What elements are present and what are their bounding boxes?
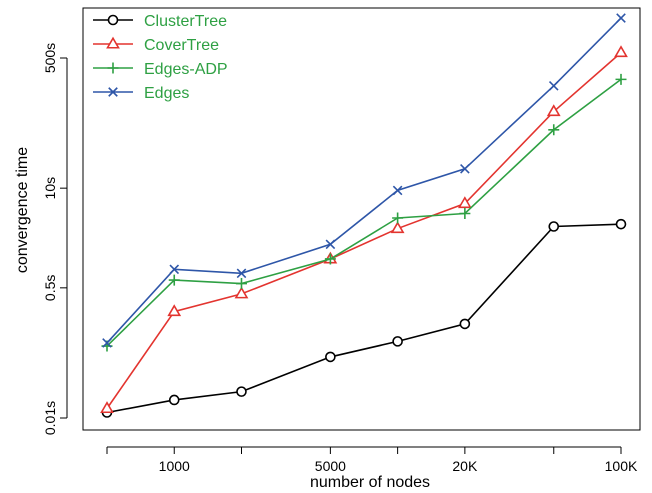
- data-point: [325, 351, 336, 363]
- data-point: [615, 73, 627, 85]
- data-point: [459, 207, 471, 219]
- data-point: [168, 274, 180, 286]
- legend-entry: Edges: [93, 85, 189, 102]
- y-axis-title: convergence time: [14, 147, 31, 273]
- data-point: [169, 264, 180, 275]
- data-point: [236, 386, 247, 397]
- data-point: [324, 253, 336, 265]
- legend-label: ClusterTree: [144, 13, 227, 30]
- data-point: [614, 45, 628, 58]
- series-clustertree: [101, 218, 627, 418]
- series-edges-adp: [101, 73, 627, 352]
- x-tick-label: 1000: [159, 458, 190, 474]
- data-point: [390, 221, 405, 234]
- data-point: [102, 338, 112, 348]
- data-point: [325, 239, 336, 250]
- series-covertree: [100, 45, 628, 414]
- series-layer: [100, 13, 628, 418]
- y-tick-label: 10s: [42, 177, 58, 200]
- data-point: [546, 104, 561, 117]
- data-point: [100, 401, 114, 414]
- data-point: [616, 13, 626, 23]
- x-tick-label: 5000: [315, 458, 346, 474]
- data-point: [459, 318, 471, 330]
- data-point: [167, 304, 182, 317]
- legend-label: Edges: [144, 85, 189, 102]
- data-point: [236, 268, 247, 279]
- x-axis-title: number of nodes: [310, 474, 430, 491]
- data-point: [108, 87, 118, 97]
- series-line: [106, 78, 622, 347]
- data-point: [168, 394, 180, 406]
- data-point: [392, 212, 404, 224]
- legend: ClusterTree CoverTree Edges-ADP Edges: [93, 13, 228, 102]
- data-point: [107, 62, 119, 74]
- legend-entry: CoverTree: [93, 36, 219, 54]
- y-tick-label: 0.01s: [42, 401, 58, 435]
- data-point: [392, 336, 403, 347]
- series-line: [106, 223, 622, 414]
- legend-entry: Edges-ADP: [93, 61, 228, 78]
- data-point: [234, 286, 249, 299]
- series-line: [106, 17, 622, 344]
- data-point: [392, 185, 403, 196]
- data-point: [235, 278, 247, 290]
- axes: 1000 5000 20K 100K 0.01s 0.5s 10s 500s: [42, 7, 641, 474]
- y-tick-label: 0.5s: [42, 275, 58, 301]
- x-tick-label: 100K: [605, 458, 638, 474]
- data-point: [106, 36, 120, 49]
- legend-label: Edges-ADP: [144, 61, 228, 78]
- data-point: [460, 163, 470, 174]
- plot-frame: [82, 7, 641, 431]
- y-tick-label: 500s: [42, 43, 58, 73]
- data-point: [548, 80, 559, 91]
- legend-entry: ClusterTree: [93, 13, 227, 30]
- series-line: [106, 52, 622, 409]
- legend-label: CoverTree: [144, 37, 219, 54]
- data-point: [548, 124, 560, 136]
- data-point: [548, 221, 560, 232]
- x-tick-label: 20K: [452, 458, 478, 474]
- series-edges: [102, 13, 626, 348]
- data-point: [457, 196, 472, 209]
- data-point: [615, 218, 627, 230]
- data-point: [107, 14, 119, 26]
